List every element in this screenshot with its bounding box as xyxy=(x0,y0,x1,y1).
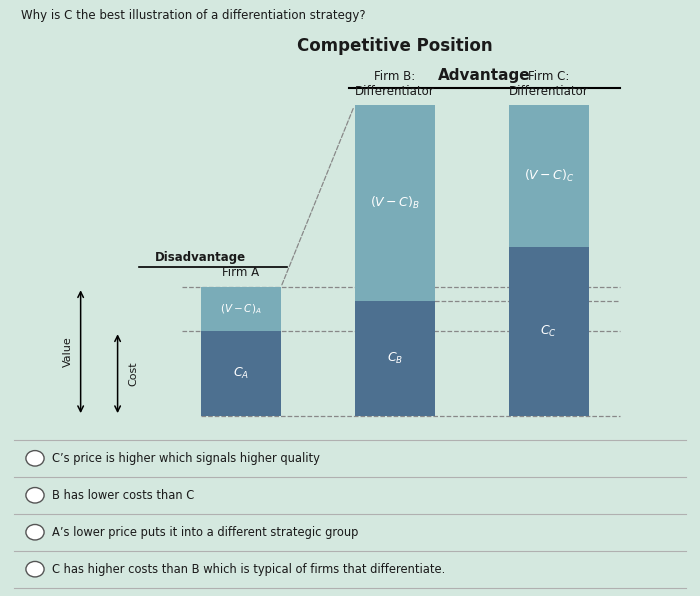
Text: Disadvantage: Disadvantage xyxy=(155,251,246,263)
Text: Firm C:
Differentiator: Firm C: Differentiator xyxy=(509,70,589,98)
Text: Value: Value xyxy=(63,336,74,367)
Bar xyxy=(509,247,589,416)
Bar xyxy=(201,331,281,416)
Text: C’s price is higher which signals higher quality: C’s price is higher which signals higher… xyxy=(52,452,321,465)
Text: $(V-C)_A$: $(V-C)_A$ xyxy=(220,303,262,316)
Text: $C_C$: $C_C$ xyxy=(540,324,557,339)
Bar xyxy=(201,287,281,331)
Text: Firm A: Firm A xyxy=(222,266,260,279)
Text: $C_B$: $C_B$ xyxy=(386,351,403,366)
Text: Why is C the best illustration of a differentiation strategy?: Why is C the best illustration of a diff… xyxy=(21,9,365,22)
Text: $C_A$: $C_A$ xyxy=(232,366,249,381)
Text: $(V-C)_C$: $(V-C)_C$ xyxy=(524,167,574,184)
Text: B has lower costs than C: B has lower costs than C xyxy=(52,489,195,502)
Text: $(V-C)_B$: $(V-C)_B$ xyxy=(370,195,420,211)
Text: Firm B:
Differentiator: Firm B: Differentiator xyxy=(355,70,435,98)
Bar xyxy=(509,105,589,247)
Text: Advantage: Advantage xyxy=(438,68,531,83)
Text: Cost: Cost xyxy=(128,361,138,386)
Text: Competitive Position: Competitive Position xyxy=(297,37,493,55)
Text: C has higher costs than B which is typical of firms that differentiate.: C has higher costs than B which is typic… xyxy=(52,563,446,576)
Bar xyxy=(355,105,435,301)
Text: A’s lower price puts it into a different strategic group: A’s lower price puts it into a different… xyxy=(52,526,359,539)
Bar xyxy=(355,301,435,416)
